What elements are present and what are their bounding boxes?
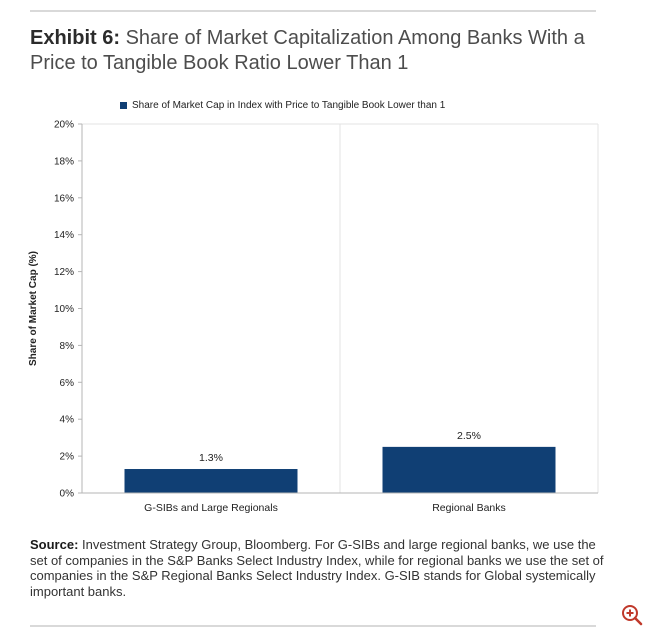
y-tick-label: 16% — [54, 193, 74, 204]
source-text: Investment Strategy Group, Bloomberg. Fo… — [30, 537, 604, 599]
exhibit-title: Exhibit 6: Share of Market Capitalizatio… — [30, 26, 610, 76]
chart-legend: Share of Market Cap in Index with Price … — [120, 100, 445, 111]
y-tick-label: 6% — [60, 378, 75, 389]
y-tick-label: 2% — [60, 452, 75, 463]
legend-label: Share of Market Cap in Index with Price … — [132, 100, 446, 111]
source-note: Source: Investment Strategy Group, Bloom… — [30, 537, 610, 599]
y-tick-label: 0% — [60, 489, 75, 500]
y-tick-label: 20% — [54, 120, 74, 131]
y-tick-label: 10% — [54, 304, 74, 315]
y-tick-label: 18% — [54, 156, 74, 167]
y-tick-label: 12% — [54, 267, 74, 278]
bar-chart: 0% 2% 4% 6% 8% 10% 12% 14% 16% 18% 20% Share of Mar… — [28, 120, 599, 514]
bar-data-label: 2.5% — [457, 430, 481, 442]
y-tick-label: 8% — [60, 341, 75, 352]
bar-data-label: 1.3% — [199, 452, 223, 464]
bar — [124, 469, 298, 493]
y-tick-label: 14% — [54, 230, 74, 241]
y-axis-title: Share of Market Cap (%) — [28, 251, 39, 366]
exhibit-title-text: Share of Market Capitalization Among Ban… — [30, 27, 585, 74]
top-divider — [30, 10, 596, 12]
exhibit-number: Exhibit 6: — [30, 27, 121, 49]
legend-swatch — [120, 102, 127, 109]
y-tick-label: 4% — [60, 415, 75, 426]
bottom-divider — [30, 625, 596, 627]
bar — [382, 446, 556, 493]
zoom-in-icon[interactable] — [620, 603, 644, 627]
source-label: Source: — [30, 537, 79, 552]
x-category-label: Regional Banks — [432, 502, 506, 514]
x-category-label: G-SIBs and Large Regionals — [144, 502, 278, 514]
